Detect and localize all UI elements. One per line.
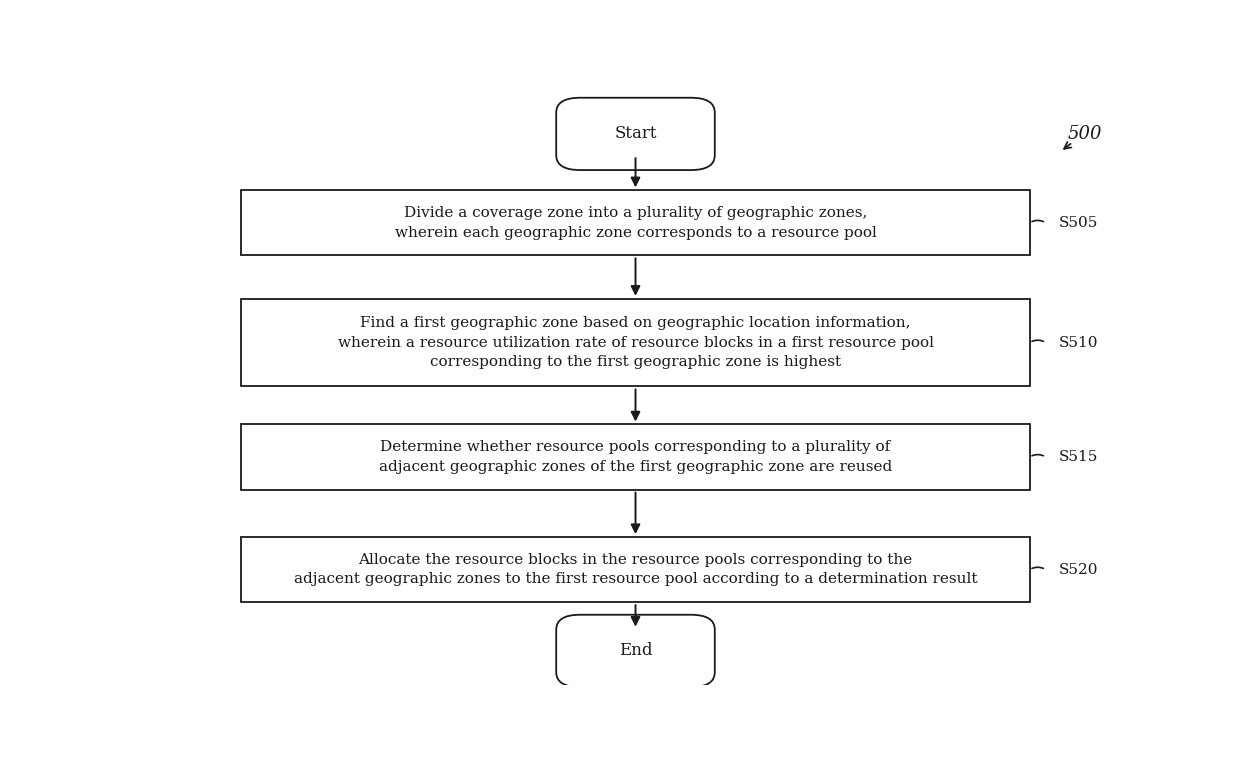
FancyBboxPatch shape	[242, 537, 1029, 602]
Text: Divide a coverage zone into a plurality of geographic zones,
wherein each geogra: Divide a coverage zone into a plurality …	[394, 206, 877, 239]
Text: Start: Start	[614, 126, 657, 142]
Text: End: End	[619, 642, 652, 659]
Text: S520: S520	[1058, 563, 1097, 577]
FancyBboxPatch shape	[242, 190, 1029, 256]
Text: 500: 500	[1068, 125, 1102, 143]
Text: Find a first geographic zone based on geographic location information,
wherein a: Find a first geographic zone based on ge…	[337, 316, 934, 369]
Text: S515: S515	[1058, 450, 1097, 464]
FancyBboxPatch shape	[242, 299, 1029, 387]
FancyBboxPatch shape	[242, 424, 1029, 490]
Text: Allocate the resource blocks in the resource pools corresponding to the
adjacent: Allocate the resource blocks in the reso…	[294, 553, 977, 587]
FancyBboxPatch shape	[557, 614, 714, 687]
FancyBboxPatch shape	[557, 98, 714, 170]
Text: Determine whether resource pools corresponding to a plurality of
adjacent geogra: Determine whether resource pools corresp…	[379, 440, 892, 474]
Text: S510: S510	[1058, 336, 1097, 350]
Text: S505: S505	[1058, 216, 1097, 229]
